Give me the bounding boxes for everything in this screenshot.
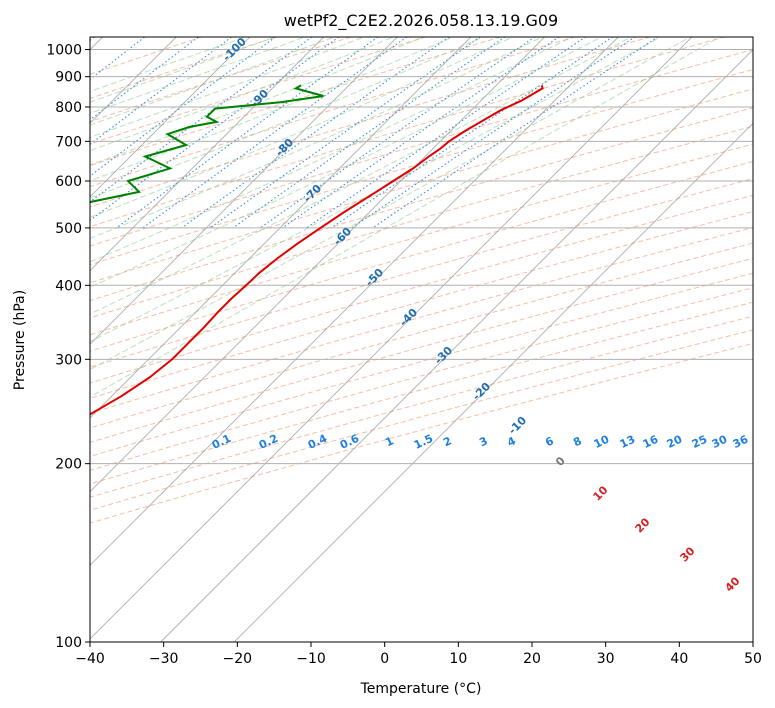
skewed-isotherm-line [159,48,753,642]
mixing-ratio-label: 36 [731,433,751,451]
mixing-ratio-line [90,37,313,203]
mixing-ratio-line [90,37,340,222]
dry-adiabat-line [90,161,753,352]
moist-adiabat-line [90,37,544,240]
background-lines [90,37,753,642]
y-axis: 100 200 300 400 500 600 700 800 900 1000 [46,43,90,651]
x-tick-label: 20 [523,651,541,667]
skewed-isotherm-line [90,37,693,640]
skewed-isotherm-line [90,37,546,493]
dry-adiabat-line [90,178,753,368]
y-tick-label: 800 [55,100,82,116]
x-tick-label: 50 [744,651,762,667]
chart-title: wetPf2_C2E2.2026.058.13.19.G09 [284,11,558,31]
y-tick-label: 500 [55,221,82,237]
y-tick-label: 900 [55,70,82,86]
moist-adiabat-line [90,37,484,199]
mixing-ratio-line [232,37,506,229]
mixing-ratio-label: 16 [641,433,661,451]
y-tick-label: 100 [55,635,82,651]
mixing-ratio-line [330,37,614,229]
mixing-ratio-line [115,37,379,229]
temperature-line [90,85,544,416]
x-tick-label: −30 [149,651,179,667]
dry-adiabat-line [90,125,753,319]
mixing-ratio-label: 30 [710,433,730,451]
x-tick-label: 40 [670,651,688,667]
x-axis: −40 −30 −20 −10 0 10 20 30 40 50 [75,642,762,667]
x-tick-label: 10 [449,651,467,667]
y-axis-title: Pressure (hPa) [12,290,28,390]
y-tick-label: 1000 [46,43,82,59]
x-tick-label: −40 [75,651,105,667]
y-tick-label: 300 [55,352,82,368]
x-tick-label: −10 [296,651,326,667]
plot-frame [89,36,754,643]
skewed-isotherm-line [90,37,251,198]
y-tick-label: 700 [55,134,82,150]
x-tick-label: 30 [597,651,615,667]
dry-adiabat-line [90,49,753,247]
x-tick-label: 0 [380,651,389,667]
dewpoint-line [90,84,324,204]
mixing-ratio-label: 10 [592,433,612,451]
dry-adiabat-line [90,329,753,511]
mixing-ratio-label: 25 [690,433,709,451]
mixing-ratio-line [142,37,408,229]
mixing-ratio-label: 13 [618,433,637,451]
skewed-isotherm-line [90,37,472,419]
skewed-isotherm-line [90,37,619,566]
profile-lines [90,84,544,416]
x-axis-title: Temperature (°C) [360,681,482,697]
mixing-ratio-line [181,37,450,229]
y-tick-label: 400 [55,278,82,294]
mixing-ratio-label: 20 [665,433,685,451]
x-tick-label: −20 [223,651,253,667]
skewed-isotherm-line [90,37,398,345]
skewed-isotherm-line [233,122,753,642]
y-tick-label: 600 [55,174,82,190]
y-tick-label: 200 [55,457,82,473]
mixing-ratio-line [372,37,659,229]
dry-adiabat-line [90,88,753,284]
skewed-isotherm-line [90,37,325,272]
dry-adiabat-line [90,342,753,524]
mixing-ratio-line [306,37,587,229]
